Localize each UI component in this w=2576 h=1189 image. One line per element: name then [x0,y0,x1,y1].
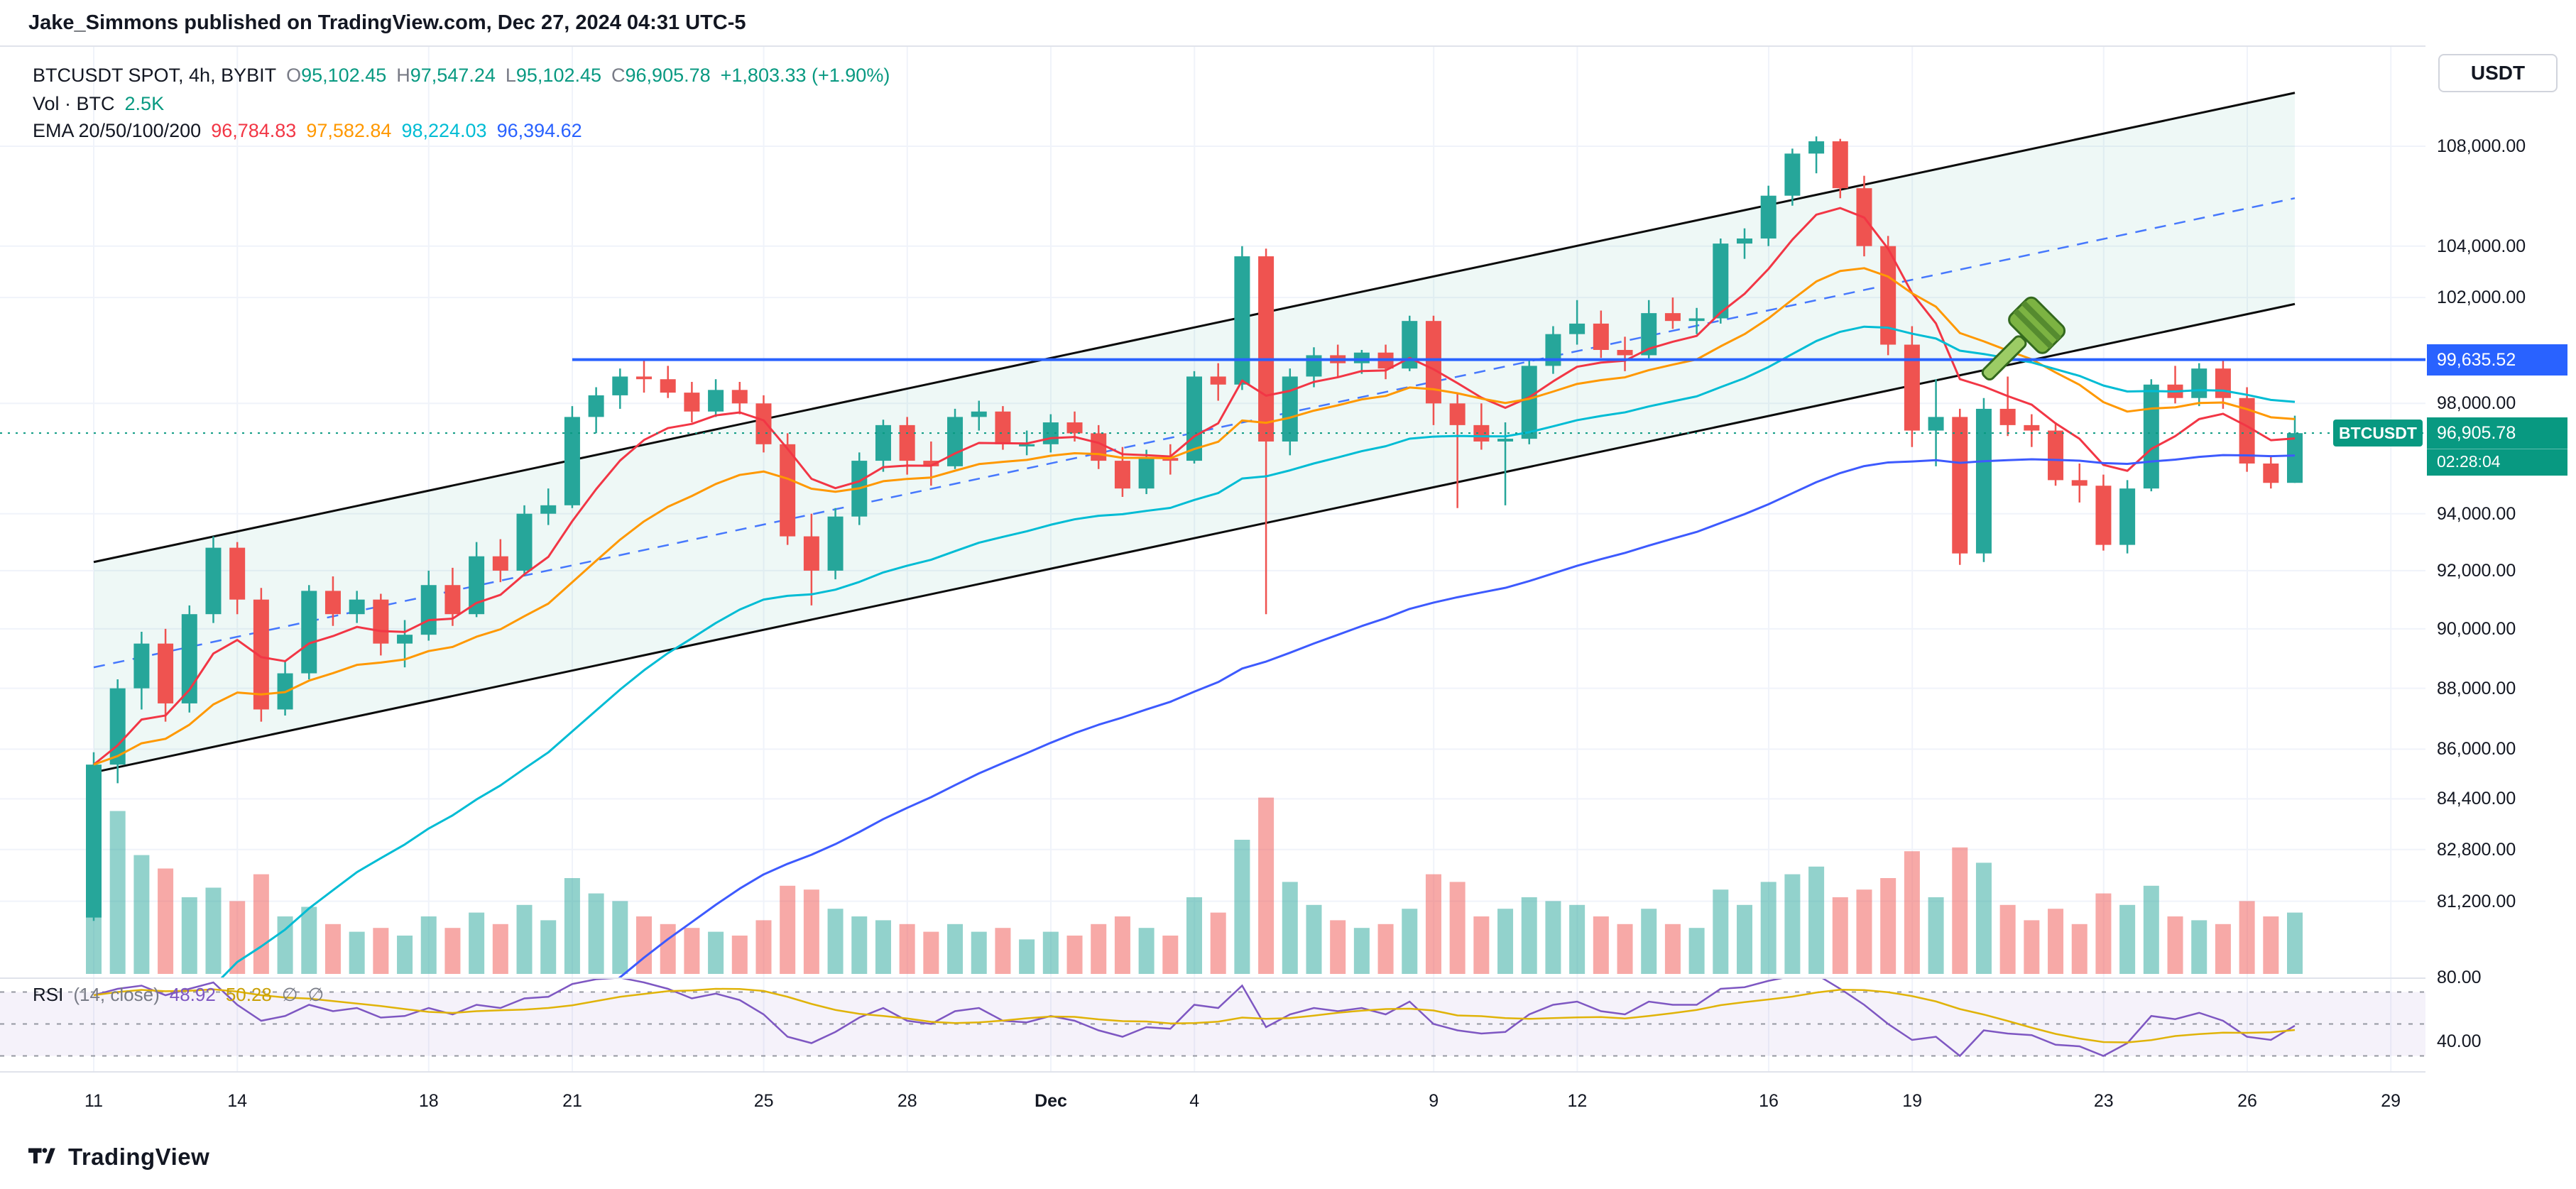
symbol-title: BTCUSDT SPOT, 4h, BYBIT [33,65,277,86]
price-axis-label: 81,200.00 [2437,891,2516,911]
tradingview-logo-icon[interactable] [28,1144,58,1171]
hline-price-label: 99,635.52 [2427,344,2567,376]
time-axis-label: 9 [1429,1091,1439,1111]
rsi-params: (14, close) [73,984,160,1005]
close-label: C [611,65,626,86]
volume-value: 2.5K [124,93,165,114]
rsi-axis-label: 40.00 [2437,1031,2482,1051]
rsi-ma-value: 50.28 [225,984,272,1005]
time-axis-label: 14 [227,1091,248,1111]
footer: TradingView [28,1137,209,1177]
open-value: 95,102.45 [301,65,387,86]
price-axis-label: 94,000.00 [2437,503,2516,524]
ema-legend: EMA 20/50/100/200 96,784.83 97,582.84 98,22… [33,118,582,143]
price-axis-label: 92,000.00 [2437,560,2516,581]
pane-separator[interactable] [0,1071,2576,1073]
time-axis-label: Dec [1035,1091,1067,1111]
close-value: 96,905.78 [625,65,711,86]
symbol-legend: BTCUSDT SPOT, 4h, BYBIT O95,102.45 H97,547… [33,62,890,88]
price-axis-label: 104,000.00 [2437,236,2526,256]
open-label: O [286,65,302,86]
price-axis-label: 102,000.00 [2437,287,2526,308]
time-axis-label: 4 [1189,1091,1200,1111]
volume-legend: Vol · BTC 2.5K [33,91,164,116]
time-axis[interactable]: 11 14 18 21 25 28 Dec 4 9 12 16 19 23 26 29 [0,1071,2425,1132]
high-label: H [396,65,410,86]
volume-label: Vol · BTC [33,93,115,114]
currency-button[interactable]: USDT [2438,54,2558,92]
ema20-value: 96,784.83 [211,120,297,141]
gavel-drawing[interactable] [1967,295,2067,395]
price-axis-label: 86,000.00 [2437,739,2516,760]
rsi-line [93,977,2296,1058]
price-axis[interactable]: USDT 108,000.00 104,000.00 102,000.00 98,00… [2425,0,2576,1189]
rsi-ma-line [93,987,2296,1043]
low-label: L [505,65,516,86]
ema-20-line [93,207,2296,766]
price-chart-pane[interactable] [0,47,2425,977]
ema200-value: 96,394.62 [496,120,582,141]
time-axis-label: 12 [1567,1091,1588,1111]
ema-100-line [220,325,2296,977]
rsi-axis-label: 80.00 [2437,968,2482,987]
time-axis-label: 23 [2093,1091,2114,1111]
pane-separator[interactable] [0,977,2576,979]
price-axis-label: 84,400.00 [2437,789,2516,809]
time-axis-label: 18 [418,1091,439,1111]
publish-text: Jake_Simmons published on TradingView.co… [28,11,746,34]
publish-header: Jake_Simmons published on TradingView.co… [0,0,2576,47]
price-axis-label: 108,000.00 [2437,136,2526,156]
tradingview-wordmark[interactable]: TradingView [68,1144,210,1170]
price-axis-label: 82,800.00 [2437,839,2516,860]
time-axis-label: 29 [2381,1091,2401,1111]
time-axis-label: 28 [897,1091,917,1111]
ema-50-line [93,267,2296,766]
price-axis-label: 88,000.00 [2437,678,2516,698]
price-axis-label: 90,000.00 [2437,618,2516,639]
high-value: 97,547.24 [410,65,496,86]
volume-series [86,782,2303,974]
rsi-hidden-icon: ∅ [307,984,324,1005]
rsi-legend: RSI (14, close) 48.92 50.28 ∅ ∅ [33,982,324,1007]
symbol-price-tag: BTCUSDT [2333,420,2423,447]
time-axis-label: 19 [1902,1091,1923,1111]
last-price-value: 96,905.78 [2437,423,2516,444]
bar-countdown: 02:28:04 [2427,449,2567,476]
low-value: 95,102.45 [515,65,602,86]
time-axis-label: 11 [84,1091,103,1111]
ema-label: EMA 20/50/100/200 [33,120,202,141]
rsi-pane[interactable] [0,977,2425,1071]
last-price-label: 96,905.78 02:28:04 [2427,417,2567,476]
ema-200-line [618,454,2296,977]
time-axis-label: 21 [562,1091,582,1111]
candlestick-series [86,136,2303,921]
time-axis-label: 25 [753,1091,774,1111]
rsi-title: RSI [33,984,64,1005]
rsi-hidden-icon: ∅ [281,984,298,1005]
time-axis-label: 26 [2237,1091,2257,1111]
ema50-value: 97,582.84 [306,120,392,141]
change-value: +1,803.33 (+1.90%) [720,65,890,86]
price-axis-label: 98,000.00 [2437,393,2516,414]
time-axis-label: 16 [1759,1091,1779,1111]
rsi-value: 48.92 [169,984,216,1005]
ema100-value: 98,224.03 [401,120,487,141]
